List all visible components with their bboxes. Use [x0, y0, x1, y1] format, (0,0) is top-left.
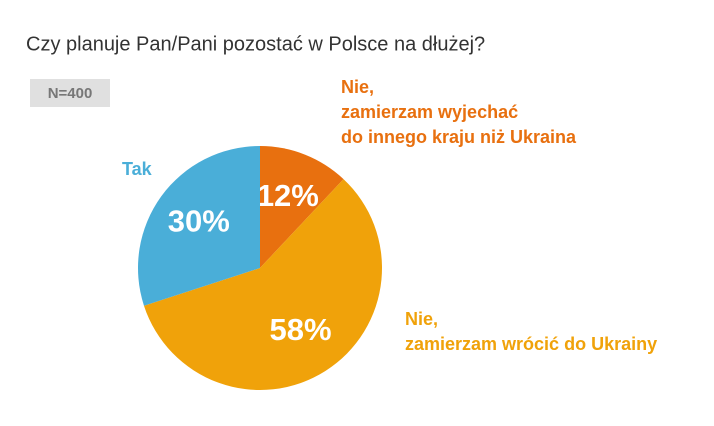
category-label: Nie,: [341, 77, 374, 97]
pie-slice: [260, 146, 344, 268]
category-label: Nie,: [405, 309, 438, 329]
category-label: Tak: [122, 159, 153, 179]
annotation: N=400: [48, 85, 93, 102]
pie-slice: [137, 145, 260, 306]
category-label: do innego kraju niż Ukraina: [341, 127, 577, 147]
category-label: zamierzam wrócić do Ukrainy: [405, 334, 657, 354]
value-label: 58%: [270, 312, 332, 347]
category-label: zamierzam wyjechać: [341, 102, 518, 122]
pie-slice: [143, 179, 382, 390]
annotation-box: [30, 79, 110, 107]
value-label: 12%: [257, 178, 319, 213]
value-label: 30%: [168, 204, 230, 239]
chart-title: Czy planuje Pan/Pani pozostać w Polsce n…: [26, 33, 485, 55]
